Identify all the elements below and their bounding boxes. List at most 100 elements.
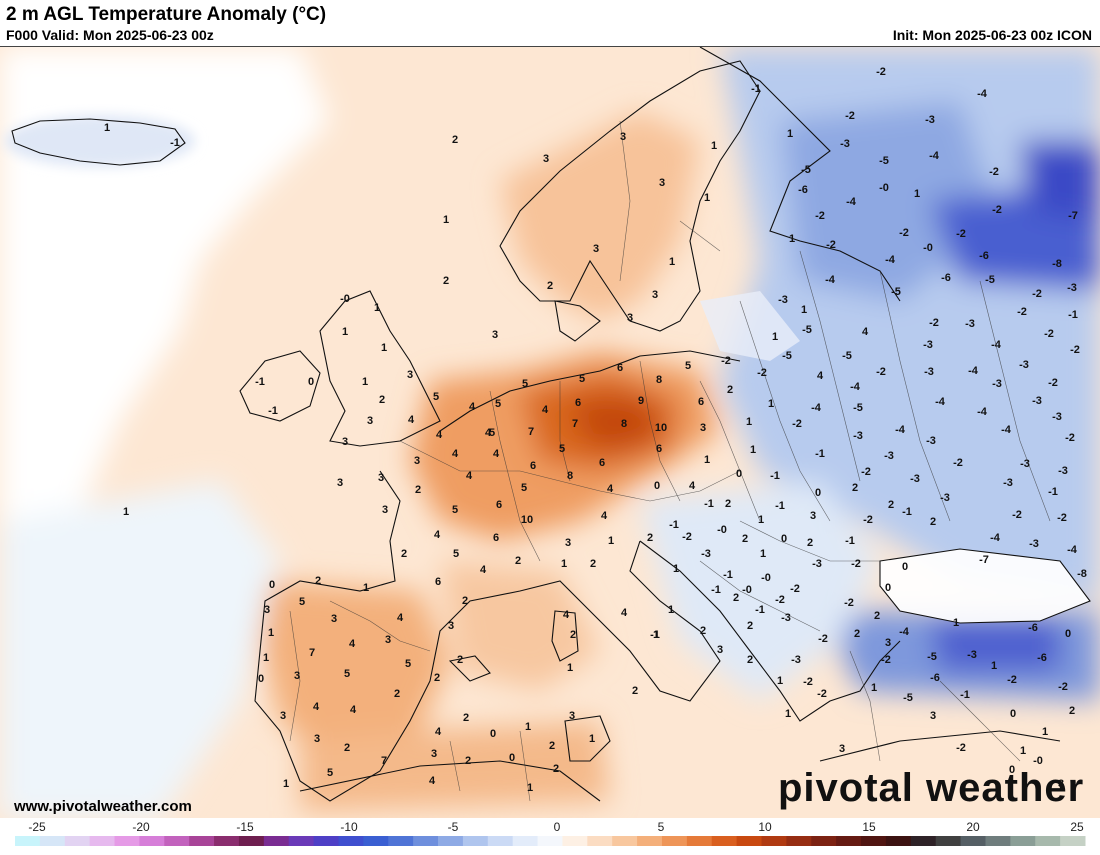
- anomaly-map[interactable]: 1 -1 2 3 3 1 3 1 1 2 3 2 3 1 3 3 -0 1 1 1 -1 0 -1 1 2 3 5 3 4 3 5 5 6 8 5 2…: [0, 46, 1100, 820]
- coastlines: [11, 47, 1091, 802]
- colorbar-tick-label: 25: [1070, 820, 1084, 834]
- anomaly-field: [0, 47, 1100, 819]
- anomaly-value-label: 4: [601, 510, 608, 522]
- anomaly-value-label: 2: [874, 610, 880, 622]
- colorbar-swatch: [438, 836, 464, 846]
- anomaly-value-label: 1: [785, 708, 791, 720]
- anomaly-value-label: 2: [852, 482, 858, 494]
- colorbar-canvas: -25 -20 -15 -10 -5 0 5 10 15 20 25: [15, 820, 1086, 846]
- anomaly-value-label: -4: [977, 88, 988, 100]
- anomaly-value-label: 5: [299, 596, 305, 608]
- anomaly-value-label: 2: [700, 625, 706, 637]
- anomaly-value-label: 6: [575, 397, 581, 409]
- anomaly-value-label: 7: [309, 647, 315, 659]
- colorbar-swatch: [960, 836, 986, 846]
- anomaly-value-label: -4: [825, 274, 836, 286]
- anomaly-value-label: 2: [807, 537, 813, 549]
- anomaly-value-label: 4: [689, 480, 696, 492]
- borders: [289, 120, 1051, 802]
- anomaly-value-label: -5: [903, 692, 913, 704]
- anomaly-value-label: -3: [781, 612, 791, 624]
- site-credit[interactable]: www.pivotalweather.com: [14, 798, 192, 815]
- colorbar-swatch: [114, 836, 140, 846]
- anomaly-value-label: -2: [851, 558, 861, 570]
- colorbar-tick-label: -15: [236, 820, 254, 834]
- anomaly-value-label: -2: [844, 597, 854, 609]
- anomaly-value-label: 4: [469, 401, 476, 413]
- colorbar-swatch: [711, 836, 738, 846]
- anomaly-value-label: 3: [342, 436, 348, 448]
- anomaly-value-label: 3: [810, 510, 816, 522]
- colorbar-swatch: [89, 836, 116, 846]
- anomaly-value-label: 6: [435, 576, 441, 588]
- colorbar-swatch: [164, 836, 190, 846]
- anomaly-value-label: 5: [453, 548, 459, 560]
- anomaly-value-label: 3: [337, 477, 343, 489]
- anomaly-value-label: -7: [1068, 210, 1078, 222]
- anomaly-value-label: 6: [599, 457, 605, 469]
- anomaly-value-label: 3: [543, 153, 549, 165]
- anomaly-value-label: -2: [790, 583, 800, 595]
- valid-time: F000 Valid: Mon 2025-06-23 00z: [6, 27, 214, 43]
- colorbar-swatch: [338, 836, 364, 846]
- anomaly-value-label: -4: [991, 339, 1002, 351]
- anomaly-value-label: -5: [842, 350, 852, 362]
- colorbar-swatch: [861, 836, 887, 846]
- anomaly-value-label: -2: [956, 228, 966, 240]
- anomaly-value-label: -3: [884, 450, 894, 462]
- colorbar-swatch: [786, 836, 812, 846]
- colorbar-swatch: [736, 836, 763, 846]
- anomaly-value-label: 2: [570, 629, 576, 641]
- colorbar-swatch: [313, 836, 339, 846]
- anomaly-value-label: 1: [953, 617, 959, 629]
- anomaly-value-label: -3: [1019, 359, 1029, 371]
- anomaly-value-label: -3: [853, 430, 863, 442]
- anomaly-value-label: 1: [653, 629, 659, 641]
- anomaly-value-label: 3: [717, 644, 723, 656]
- anomaly-value-label: 2: [434, 672, 440, 684]
- anomaly-value-label: -3: [924, 366, 934, 378]
- anomaly-value-label: -0: [923, 242, 933, 254]
- anomaly-value-label: 5: [405, 658, 411, 670]
- anomaly-value-label: 2: [443, 275, 449, 287]
- anomaly-value-label: 4: [434, 529, 441, 541]
- anomaly-value-label: 3: [492, 329, 498, 341]
- anomaly-value-label: 3: [385, 634, 391, 646]
- anomaly-value-label: -2: [953, 457, 963, 469]
- anomaly-value-label: 1: [871, 682, 877, 694]
- anomaly-value-label: 2: [747, 654, 753, 666]
- anomaly-value-label: -2: [1007, 674, 1017, 686]
- anomaly-value-label: 4: [485, 427, 492, 439]
- anomaly-value-label: -0: [742, 584, 752, 596]
- anomaly-value-label: 0: [490, 728, 496, 740]
- anomaly-value-label: 0: [308, 376, 314, 388]
- anomaly-value-label: 1: [801, 304, 807, 316]
- anomaly-value-label: 4: [349, 638, 356, 650]
- anomaly-value-label: 0: [736, 468, 742, 480]
- anomaly-value-label: 5: [489, 427, 495, 439]
- anomaly-value-label: -0: [717, 524, 727, 536]
- anomaly-value-label: 0: [509, 752, 515, 764]
- anomaly-value-label: 2: [401, 548, 407, 560]
- anomaly-value-label: 2: [725, 498, 731, 510]
- anomaly-value-label: 0: [258, 673, 264, 685]
- anomaly-value-label: 10: [655, 422, 667, 434]
- anomaly-value-label: -5: [927, 651, 937, 663]
- colorbar-tick-label: -20: [132, 820, 150, 834]
- anomaly-value-label: -5: [782, 350, 792, 362]
- anomaly-value-label: 1: [263, 652, 269, 664]
- anomaly-value-label: 1: [914, 188, 920, 200]
- colorbar-tick-label: -25: [28, 820, 46, 834]
- anomaly-value-label: 3: [700, 422, 706, 434]
- colorbar-swatch: [189, 836, 215, 846]
- anomaly-value-label: -0: [1033, 755, 1043, 767]
- anomaly-value-label: 0: [885, 582, 891, 594]
- anomaly-value-label: 0: [1065, 628, 1071, 640]
- anomaly-value-label: -3: [1052, 411, 1062, 423]
- anomaly-value-label: 2: [854, 628, 860, 640]
- colorbar-swatch: [910, 836, 937, 846]
- anomaly-value-label: 2: [590, 558, 596, 570]
- colorbar-swatch: [1060, 836, 1086, 846]
- anomaly-value-label: 2: [462, 595, 468, 607]
